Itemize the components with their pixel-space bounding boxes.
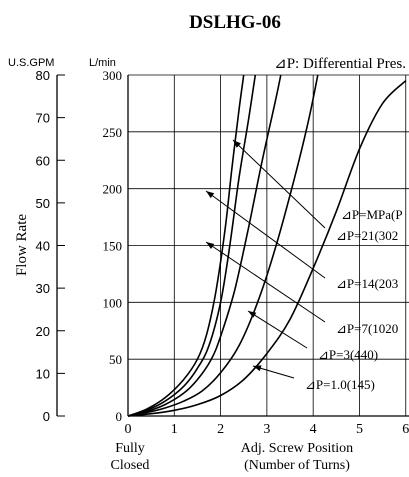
y-tick-label-lmin: 50 — [109, 352, 122, 367]
y-axis-label: Flow Rate — [14, 214, 30, 276]
series-label: ⊿P=1.0(145) — [305, 377, 375, 392]
axis-ticks: 0 1 2 3 4 5 6 0 50 100 150 200 250 300 — [103, 68, 409, 437]
series-leader-line — [205, 241, 326, 323]
x-tick-label: 3 — [263, 422, 270, 437]
y-tick-label-gpm: 70 — [36, 111, 50, 126]
y-tick-label-gpm: 20 — [36, 324, 50, 339]
series-leader-arrowhead — [248, 311, 257, 318]
series-leader-line — [205, 190, 326, 279]
series-leader-arrowhead — [253, 365, 262, 372]
series-lines — [127, 74, 407, 417]
series-legend-header: ⊿P=MPa(P — [341, 207, 403, 222]
chart-title: DSLHG-06 — [189, 12, 281, 33]
y-tick-label-gpm: 0 — [43, 409, 50, 424]
x-tick-label: 6 — [402, 422, 409, 437]
y-tick-label-lmin: 0 — [116, 409, 123, 424]
series-leader-arrowhead — [233, 140, 241, 148]
x-tick-label: 2 — [217, 422, 224, 437]
y-tick-label-gpm: 30 — [36, 281, 50, 296]
x-tick-label: 5 — [356, 422, 363, 437]
series-labels: ⊿P=MPa(P ⊿P=21(302 ⊿P=14(203 ⊿P=7(1020 ⊿P=3(… — [205, 139, 403, 392]
series-label: ⊿P=21(302 — [336, 228, 398, 243]
series-line — [127, 74, 282, 417]
series-line — [127, 74, 245, 417]
x-tick-label: 1 — [171, 422, 178, 437]
chart-subtitle: ⊿P: Differential Pres. — [274, 56, 406, 72]
y-tick-label-lmin: 150 — [103, 239, 123, 254]
series-line — [127, 74, 319, 417]
series-line — [127, 80, 407, 417]
y-tick-label-lmin: 300 — [103, 68, 123, 83]
y-tick-label-gpm: 40 — [36, 239, 50, 254]
x-tick-label: 0 — [125, 422, 132, 437]
series-label: ⊿P=3(440) — [318, 347, 378, 362]
x-tick-label: 4 — [310, 422, 317, 437]
x-start-label-line2: Closed — [111, 458, 150, 473]
gpm-axis: 0 10 20 30 40 50 60 70 80 — [36, 68, 65, 424]
series-leader-arrowhead — [206, 191, 215, 199]
y-tick-label-gpm: 80 — [36, 68, 50, 83]
grid — [127, 74, 409, 417]
x-start-label-line1: Fully — [115, 441, 145, 456]
series-leader-line — [247, 310, 308, 349]
series-line — [127, 74, 257, 417]
y-tick-label-lmin: 100 — [103, 295, 123, 310]
gpm-axis-unit: U.S.GPM — [8, 57, 54, 69]
y-tick-label-gpm: 10 — [36, 366, 50, 381]
series-leader-line — [232, 139, 326, 229]
series-leader-arrowhead — [206, 242, 215, 249]
x-axis-label: Adj. Screw Position — [241, 441, 353, 456]
x-axis-sublabel: (Number of Turns) — [244, 458, 350, 473]
series-label: ⊿P=14(203 — [336, 276, 398, 291]
y-tick-label-lmin: 200 — [103, 182, 123, 197]
y-tick-label-gpm: 60 — [36, 153, 50, 168]
lmin-axis-unit: L/min — [89, 57, 116, 69]
y-tick-label-gpm: 50 — [36, 196, 50, 211]
y-tick-label-lmin: 250 — [103, 125, 123, 140]
series-label: ⊿P=7(1020 — [336, 321, 398, 336]
